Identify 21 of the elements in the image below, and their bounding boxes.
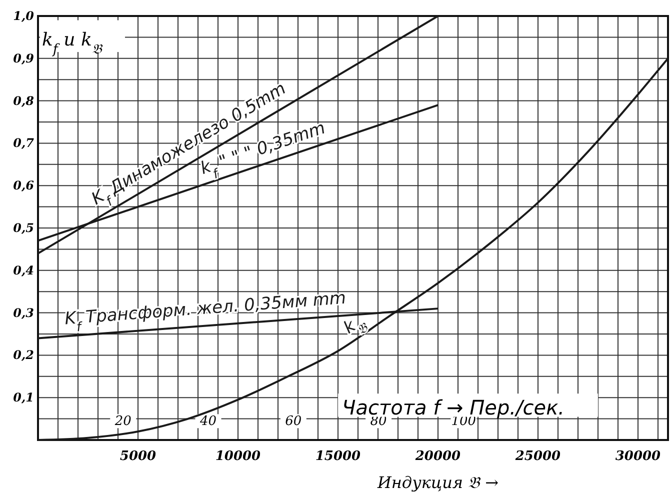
x-tick-label: 10000	[215, 449, 261, 464]
y-tick-label: 0,9	[13, 51, 35, 66]
y-tick-label: 0,2	[13, 348, 34, 362]
x2-tick-label: 60	[285, 414, 302, 430]
x-tick-label: 5000	[120, 449, 156, 464]
x-tick-label: 20000	[414, 449, 461, 464]
y-tick-label: 0,7	[13, 136, 35, 150]
y-tick-label: 1,0	[13, 9, 35, 23]
y-tick-label: 0,3	[13, 306, 34, 320]
x2-tick-label: 20	[114, 414, 132, 430]
x-tick-label: 30000	[615, 449, 661, 464]
y-axis-title: k$_{f}$ u k$_{𝔅}$	[42, 30, 103, 58]
y-tick-label: 0,1	[13, 390, 34, 405]
y-tick-label: 0,8	[13, 94, 35, 108]
y-tick-label: 0,6	[13, 178, 35, 193]
y-tick-label: 0,5	[13, 221, 34, 235]
x-tick-label: 25000	[514, 449, 561, 464]
y-tick-label: 0,4	[13, 263, 34, 278]
x-axis-title: Индукция 𝔅 →	[376, 473, 499, 492]
x2-tick-label: 40	[198, 414, 217, 430]
x-tick-label: 15000	[315, 449, 361, 464]
